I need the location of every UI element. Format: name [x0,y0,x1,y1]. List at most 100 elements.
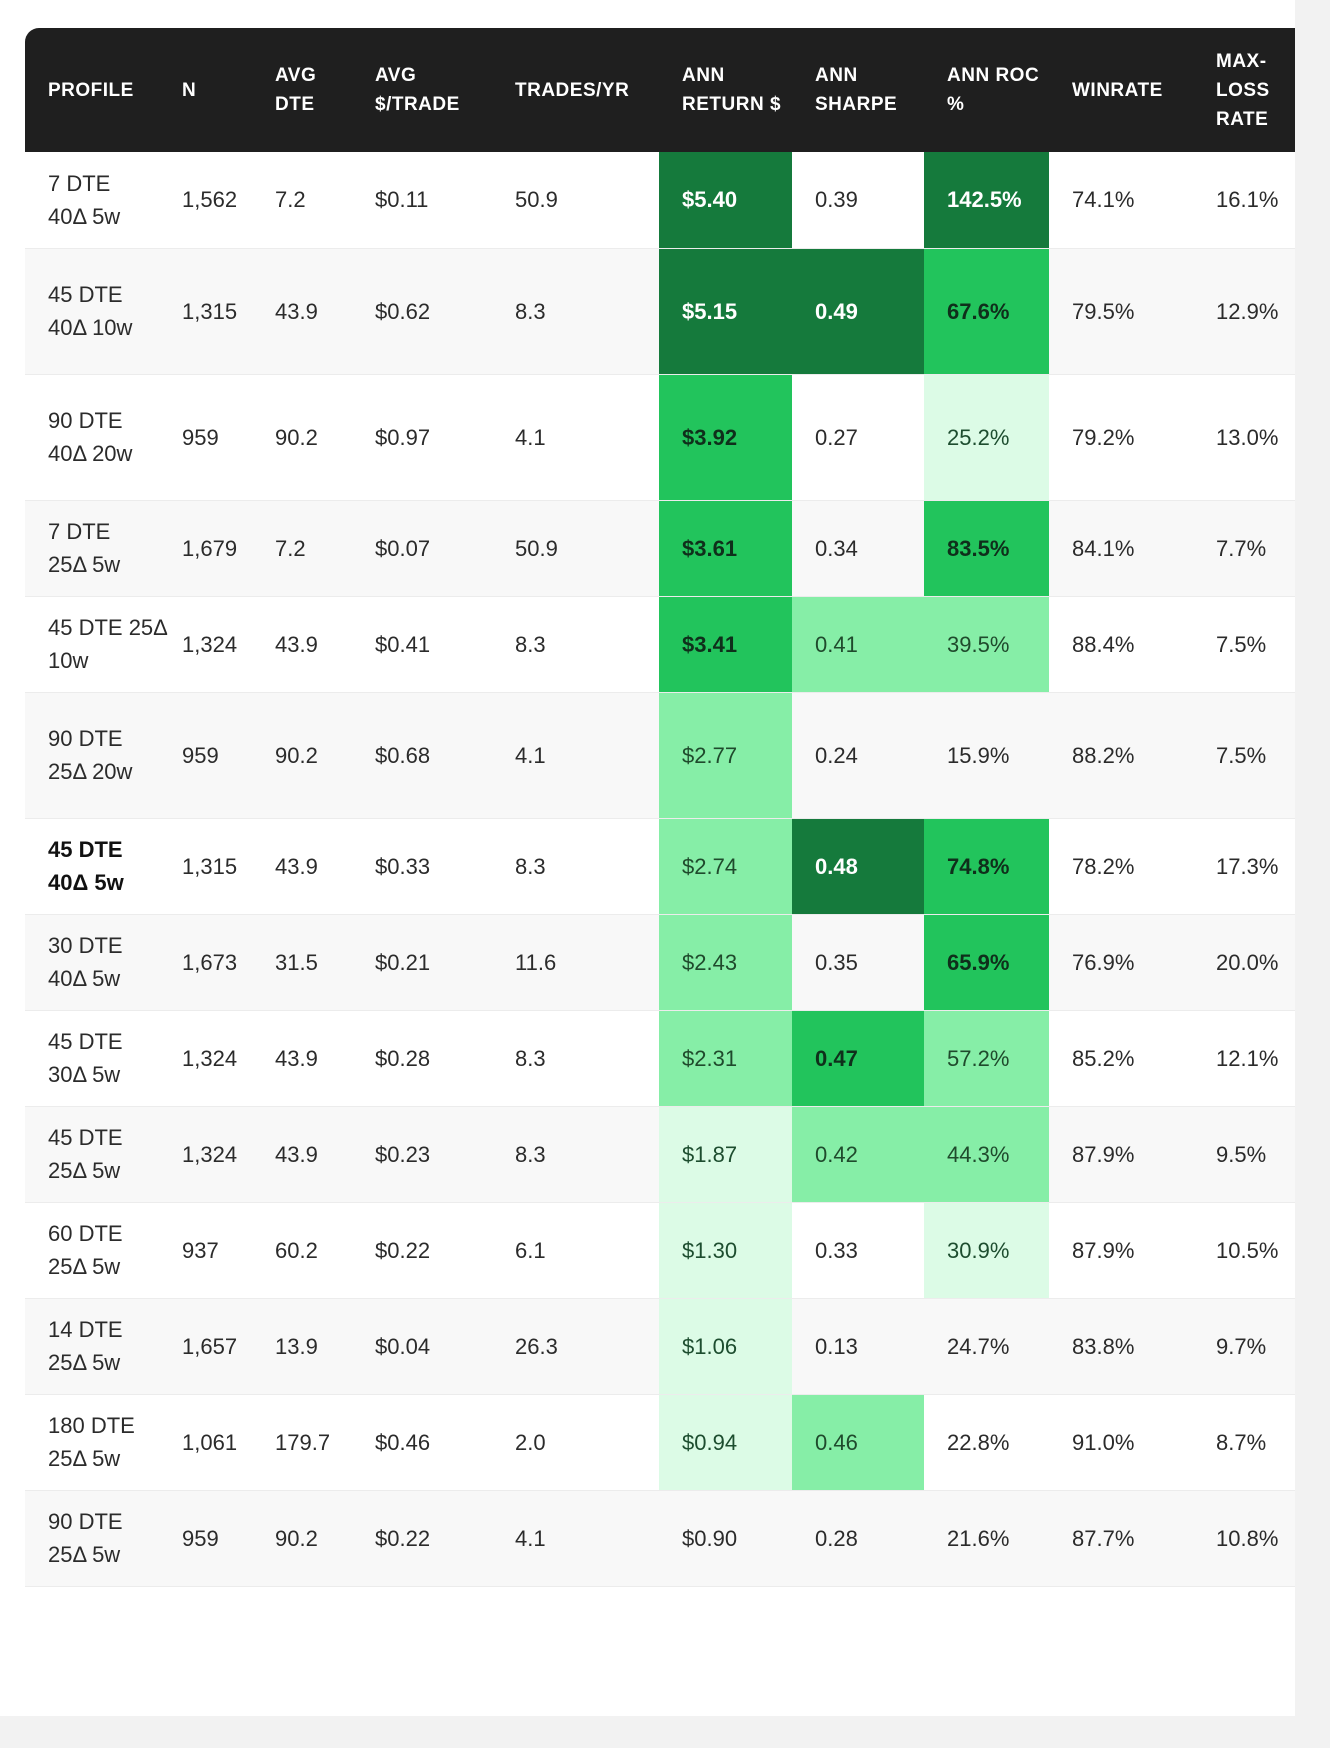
cell-ann-return: $1.87 [659,1106,792,1202]
cell-ann-roc: 15.9% [947,742,1010,768]
cell-avg-trade: $0.23 [375,1141,431,1167]
table-row: 7 DTE 40Δ 5w 1,562 7.2 $0.11 50.9 $5.40 0.39 14… [25,152,1315,248]
cell-ann-roc: 25.2% [924,374,1049,500]
cell-ann-sharpe: 0.42 [792,1106,924,1202]
cell-profile: 7 DTE 40Δ 5w [25,152,159,248]
cell-max-loss-rate: 20.0% [1216,949,1279,975]
results-table-container: PROFILE N AVG DTE AVG $/TRADE TRADES/YR … [25,28,1315,1748]
cell-max-loss-rate: 7.5% [1216,631,1267,657]
cell-n: 1,324 [182,1045,238,1071]
column-header-winrate[interactable]: WINRATE [1072,79,1163,101]
cell-ann-roc: 65.9% [924,914,1049,1010]
cell-max-loss-rate: 12.1% [1216,1045,1279,1071]
cell-winrate: 87.9% [1072,1237,1135,1263]
column-header-avg-dte[interactable]: AVG DTE [275,65,317,115]
page: PROFILE N AVG DTE AVG $/TRADE TRADES/YR … [0,0,1315,1716]
table-row: 45 DTE 25Δ 10w 1,324 43.9 $0.41 8.3 $3.41 0.41… [25,596,1315,692]
cell-n: 1,562 [182,187,238,213]
cell-profile: 45 DTE 30Δ 5w [25,1010,159,1106]
column-header-ann-return[interactable]: ANN RETURN $ [682,65,782,115]
table-row: 30 DTE 40Δ 5w 1,673 31.5 $0.21 11.6 $2.43 0.35… [25,914,1315,1010]
column-header-max-loss-rate[interactable]: MAX-LOSS RATE [1216,50,1270,130]
cell-ann-return: $3.92 [659,374,792,500]
cell-ann-sharpe: 0.39 [815,187,858,213]
column-header-profile[interactable]: PROFILE [48,79,134,101]
column-header-ann-sharpe[interactable]: ANN SHARPE [815,65,898,115]
cell-winrate: 84.1% [1072,535,1135,561]
cell-profile: 45 DTE 25Δ 5w [25,1106,159,1202]
cell-avg-dte: 43.9 [275,631,318,657]
cell-winrate: 74.1% [1072,187,1135,213]
table-body: 7 DTE 40Δ 5w 1,562 7.2 $0.11 50.9 $5.40 0.39 14… [25,152,1315,1586]
cell-avg-trade: $0.33 [375,853,431,879]
cell-n: 1,315 [182,298,238,324]
cell-avg-dte: 13.9 [275,1333,318,1359]
cell-avg-dte: 7.2 [275,187,306,213]
cell-trades-yr: 8.3 [515,1045,546,1071]
cell-avg-dte: 31.5 [275,949,318,975]
cell-winrate: 85.2% [1072,1045,1135,1071]
scrollbar-track[interactable] [1295,0,1330,1716]
cell-avg-dte: 90.2 [275,424,318,450]
table-row: 90 DTE 25Δ 5w 959 90.2 $0.22 4.1 $0.90 0.28 21.… [25,1490,1315,1586]
cell-winrate: 83.8% [1072,1333,1135,1359]
profile-label: 7 DTE 25Δ 5w [48,519,121,577]
cell-trades-yr: 6.1 [515,1237,546,1263]
column-header-ann-roc[interactable]: ANN ROC % [947,65,1040,115]
cell-avg-dte: 90.2 [275,1525,318,1551]
cell-n: 959 [182,424,219,450]
cell-winrate: 87.7% [1072,1525,1135,1551]
cell-avg-trade: $0.28 [375,1045,431,1071]
cell-winrate: 79.5% [1072,298,1135,324]
table-row: 7 DTE 25Δ 5w 1,679 7.2 $0.07 50.9 $3.61 0.34 83… [25,500,1315,596]
cell-ann-roc: 67.6% [924,248,1049,374]
header-row: PROFILE N AVG DTE AVG $/TRADE TRADES/YR … [25,28,1315,152]
table-row: 180 DTE 25Δ 5w 1,061 179.7 $0.46 2.0 $0.94 0.4… [25,1394,1315,1490]
cell-winrate: 88.4% [1072,631,1135,657]
cell-ann-roc: 22.8% [947,1429,1010,1455]
cell-max-loss-rate: 7.7% [1216,535,1267,561]
table-row: 90 DTE 25Δ 20w 959 90.2 $0.68 4.1 $2.77 0.24 15… [25,692,1315,818]
cell-trades-yr: 11.6 [515,949,557,975]
cell-ann-roc: 44.3% [924,1106,1049,1202]
cell-trades-yr: 4.1 [515,742,546,768]
cell-ann-return: $5.40 [659,152,792,248]
cell-max-loss-rate: 10.5% [1216,1237,1279,1263]
cell-ann-return: $2.43 [659,914,792,1010]
cell-profile: 180 DTE 25Δ 5w [25,1394,159,1490]
cell-winrate: 78.2% [1072,853,1135,879]
cell-trades-yr: 8.3 [515,853,546,879]
cell-ann-sharpe: 0.27 [815,424,858,450]
profile-label: 90 DTE 40Δ 20w [48,408,133,466]
cell-ann-roc: 74.8% [924,818,1049,914]
cell-ann-sharpe: 0.49 [792,248,924,374]
table-row: 60 DTE 25Δ 5w 937 60.2 $0.22 6.1 $1.30 0.33 30.… [25,1202,1315,1298]
cell-profile: 45 DTE 40Δ 10w [25,248,159,374]
column-header-n[interactable]: N [182,79,197,101]
cell-profile: 7 DTE 25Δ 5w [25,500,159,596]
cell-max-loss-rate: 13.0% [1216,424,1279,450]
cell-ann-roc: 39.5% [924,596,1049,692]
cell-ann-sharpe: 0.24 [815,742,858,768]
cell-avg-dte: 43.9 [275,853,318,879]
cell-trades-yr: 2.0 [515,1429,546,1455]
table-row: 45 DTE 40Δ 10w 1,315 43.9 $0.62 8.3 $5.15 0.49… [25,248,1315,374]
cell-avg-trade: $0.97 [375,424,431,450]
table-row: 90 DTE 40Δ 20w 959 90.2 $0.97 4.1 $3.92 0.27 25… [25,374,1315,500]
cell-avg-trade: $0.41 [375,631,431,657]
results-table: PROFILE N AVG DTE AVG $/TRADE TRADES/YR … [25,28,1315,1587]
cell-max-loss-rate: 16.1% [1216,187,1279,213]
profile-label: 14 DTE 25Δ 5w [48,1317,123,1375]
cell-n: 1,679 [182,535,238,561]
column-header-avg-trade[interactable]: AVG $/TRADE [375,65,460,115]
profile-label: 45 DTE 25Δ 5w [48,1125,123,1183]
cell-avg-trade: $0.22 [375,1525,431,1551]
cell-n: 1,061 [182,1429,238,1455]
column-header-trades-yr[interactable]: TRADES/YR [515,79,630,101]
cell-max-loss-rate: 9.7% [1216,1333,1267,1359]
cell-n: 1,324 [182,631,238,657]
profile-label: 30 DTE 40Δ 5w [48,933,123,991]
profile-label: 45 DTE 30Δ 5w [48,1029,123,1087]
cell-avg-dte: 7.2 [275,535,306,561]
cell-max-loss-rate: 7.5% [1216,742,1267,768]
